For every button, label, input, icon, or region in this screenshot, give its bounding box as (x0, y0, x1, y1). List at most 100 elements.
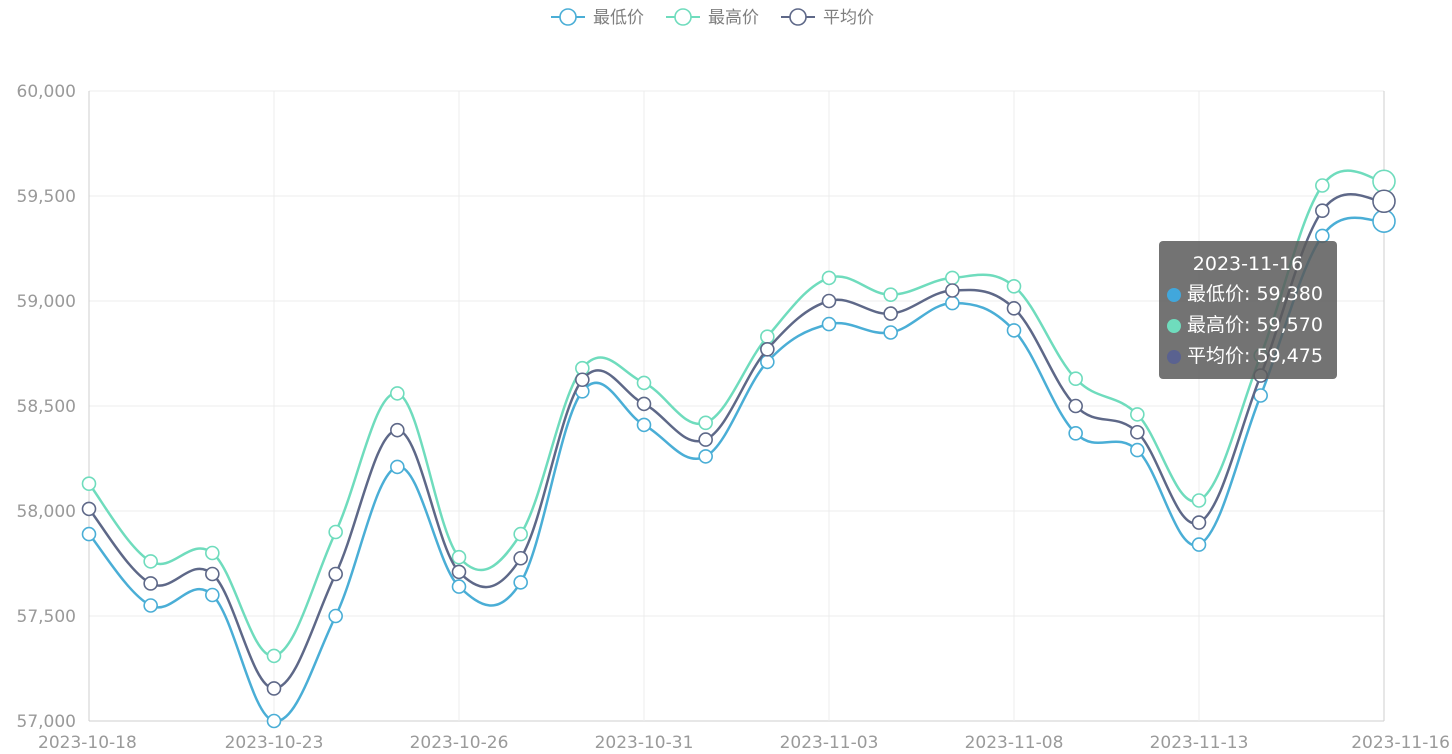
y-tick-label: 58,000 (17, 502, 76, 522)
tooltip-dot-high-icon (1167, 318, 1181, 333)
x-tick-label: 2023-11-13 (1150, 733, 1249, 753)
legend-item-high[interactable]: 最高价 (666, 8, 759, 28)
x-tick-label: 2023-10-31 (595, 733, 694, 753)
tooltip-dot-avg-icon (1167, 349, 1181, 364)
data-point-low (205, 587, 220, 603)
series-layer (81, 169, 1396, 729)
data-point-high (1372, 169, 1396, 194)
data-point-high (266, 648, 282, 664)
data-point-avg (883, 306, 898, 321)
data-point-high (451, 549, 467, 565)
legend-marker-icon (674, 8, 692, 26)
data-point-high (1006, 278, 1022, 294)
data-point-high (883, 287, 898, 303)
y-tick-label: 57,500 (17, 607, 76, 627)
data-point-high (636, 375, 652, 391)
data-point-avg (328, 566, 343, 582)
y-tick-label: 60,000 (17, 82, 76, 102)
data-point-low (883, 325, 898, 340)
axis-layer: 57,000 57,500 58,000 58,500 59,000 59,500 60,0… (17, 82, 1450, 753)
x-tick-label: 2023-10-23 (225, 733, 324, 753)
tooltip-title: 2023-11-16 (1192, 253, 1304, 275)
data-point-avg (81, 501, 97, 517)
data-point-high (390, 386, 405, 401)
data-point-low (143, 598, 158, 613)
tooltip-label-avg: 平均价: 59,475 (1187, 345, 1323, 367)
data-point-avg (513, 550, 528, 566)
data-point-low (328, 608, 343, 624)
data-point-high (1191, 493, 1207, 508)
data-point-high (81, 476, 97, 492)
data-point-high (1068, 371, 1083, 387)
series-high (81, 169, 1396, 664)
data-point-high (328, 524, 343, 540)
y-tick-label: 57,000 (17, 712, 76, 732)
data-point-high (698, 415, 713, 431)
data-point-high (821, 270, 837, 286)
data-point-high (760, 329, 775, 345)
data-point-low (945, 295, 960, 311)
x-tick-label: 2023-10-26 (410, 733, 509, 753)
data-point-low (698, 449, 713, 464)
data-point-low (636, 417, 652, 433)
tooltip-dot-low-icon (1167, 287, 1181, 302)
data-point-high (1130, 407, 1145, 422)
data-point-low (513, 575, 528, 590)
data-point-avg (636, 396, 652, 412)
y-tick-label: 58,500 (17, 397, 76, 417)
legend-item-low[interactable]: 最低价 (551, 8, 644, 28)
data-point-avg (698, 432, 713, 447)
data-point-avg (760, 341, 775, 357)
data-point-low (390, 459, 405, 475)
legend-label-high: 最高价 (708, 8, 759, 28)
data-point-avg (1372, 189, 1396, 214)
tooltip-label-high: 最高价: 59,570 (1187, 314, 1323, 336)
legend-marker-icon (789, 8, 807, 26)
x-tick-label: 2023-10-18 (38, 733, 137, 753)
data-point-low (1372, 209, 1396, 233)
data-point-avg (1006, 301, 1022, 316)
y-tick-label: 59,500 (17, 187, 76, 207)
series-low (81, 209, 1396, 729)
tooltip-row-low: 最低价: 59,380 (1167, 279, 1329, 310)
data-point-low (1006, 323, 1022, 338)
data-point-low (1068, 425, 1083, 441)
data-point-high (143, 554, 158, 569)
x-tick-label: 2023-11-03 (780, 733, 879, 753)
data-point-low (1130, 442, 1145, 458)
data-point-avg (390, 422, 405, 438)
data-point-low (1191, 537, 1207, 552)
legend-label-low: 最低价 (593, 8, 644, 28)
data-point-avg (143, 576, 158, 591)
legend-marker-icon (559, 8, 577, 26)
data-point-avg (575, 372, 590, 388)
series-avg (81, 189, 1396, 696)
data-point-high (205, 545, 220, 561)
legend-item-avg[interactable]: 平均价 (781, 8, 874, 28)
x-tick-label: 2023-11-08 (965, 733, 1064, 753)
tooltip-row-avg: 平均价: 59,475 (1167, 341, 1329, 372)
y-tick-label: 59,000 (17, 292, 76, 312)
data-point-avg (1191, 515, 1207, 530)
data-point-low (760, 354, 775, 370)
data-point-high (513, 526, 528, 542)
data-point-avg (1130, 424, 1145, 440)
data-point-high (945, 270, 960, 286)
data-point-low (821, 316, 837, 332)
data-point-avg (1315, 203, 1330, 218)
data-point-avg (945, 283, 960, 298)
data-point-avg (266, 681, 282, 696)
data-point-high (1315, 178, 1330, 193)
chart-tooltip: 2023-11-16 最低价: 59,380 最高价: 59,570 平均价: … (1159, 241, 1337, 379)
legend[interactable]: 最低价 最高价 平均价 (551, 8, 874, 28)
data-point-avg (821, 293, 837, 309)
tooltip-row-high: 最高价: 59,570 (1167, 310, 1329, 341)
data-point-low (451, 579, 467, 594)
x-tick-label: 2023-11-16 (1351, 733, 1450, 753)
grid-layer (88, 90, 1385, 722)
data-point-avg (1068, 398, 1083, 414)
legend-label-avg: 平均价 (823, 8, 874, 28)
tooltip-label-low: 最低价: 59,380 (1187, 283, 1323, 305)
